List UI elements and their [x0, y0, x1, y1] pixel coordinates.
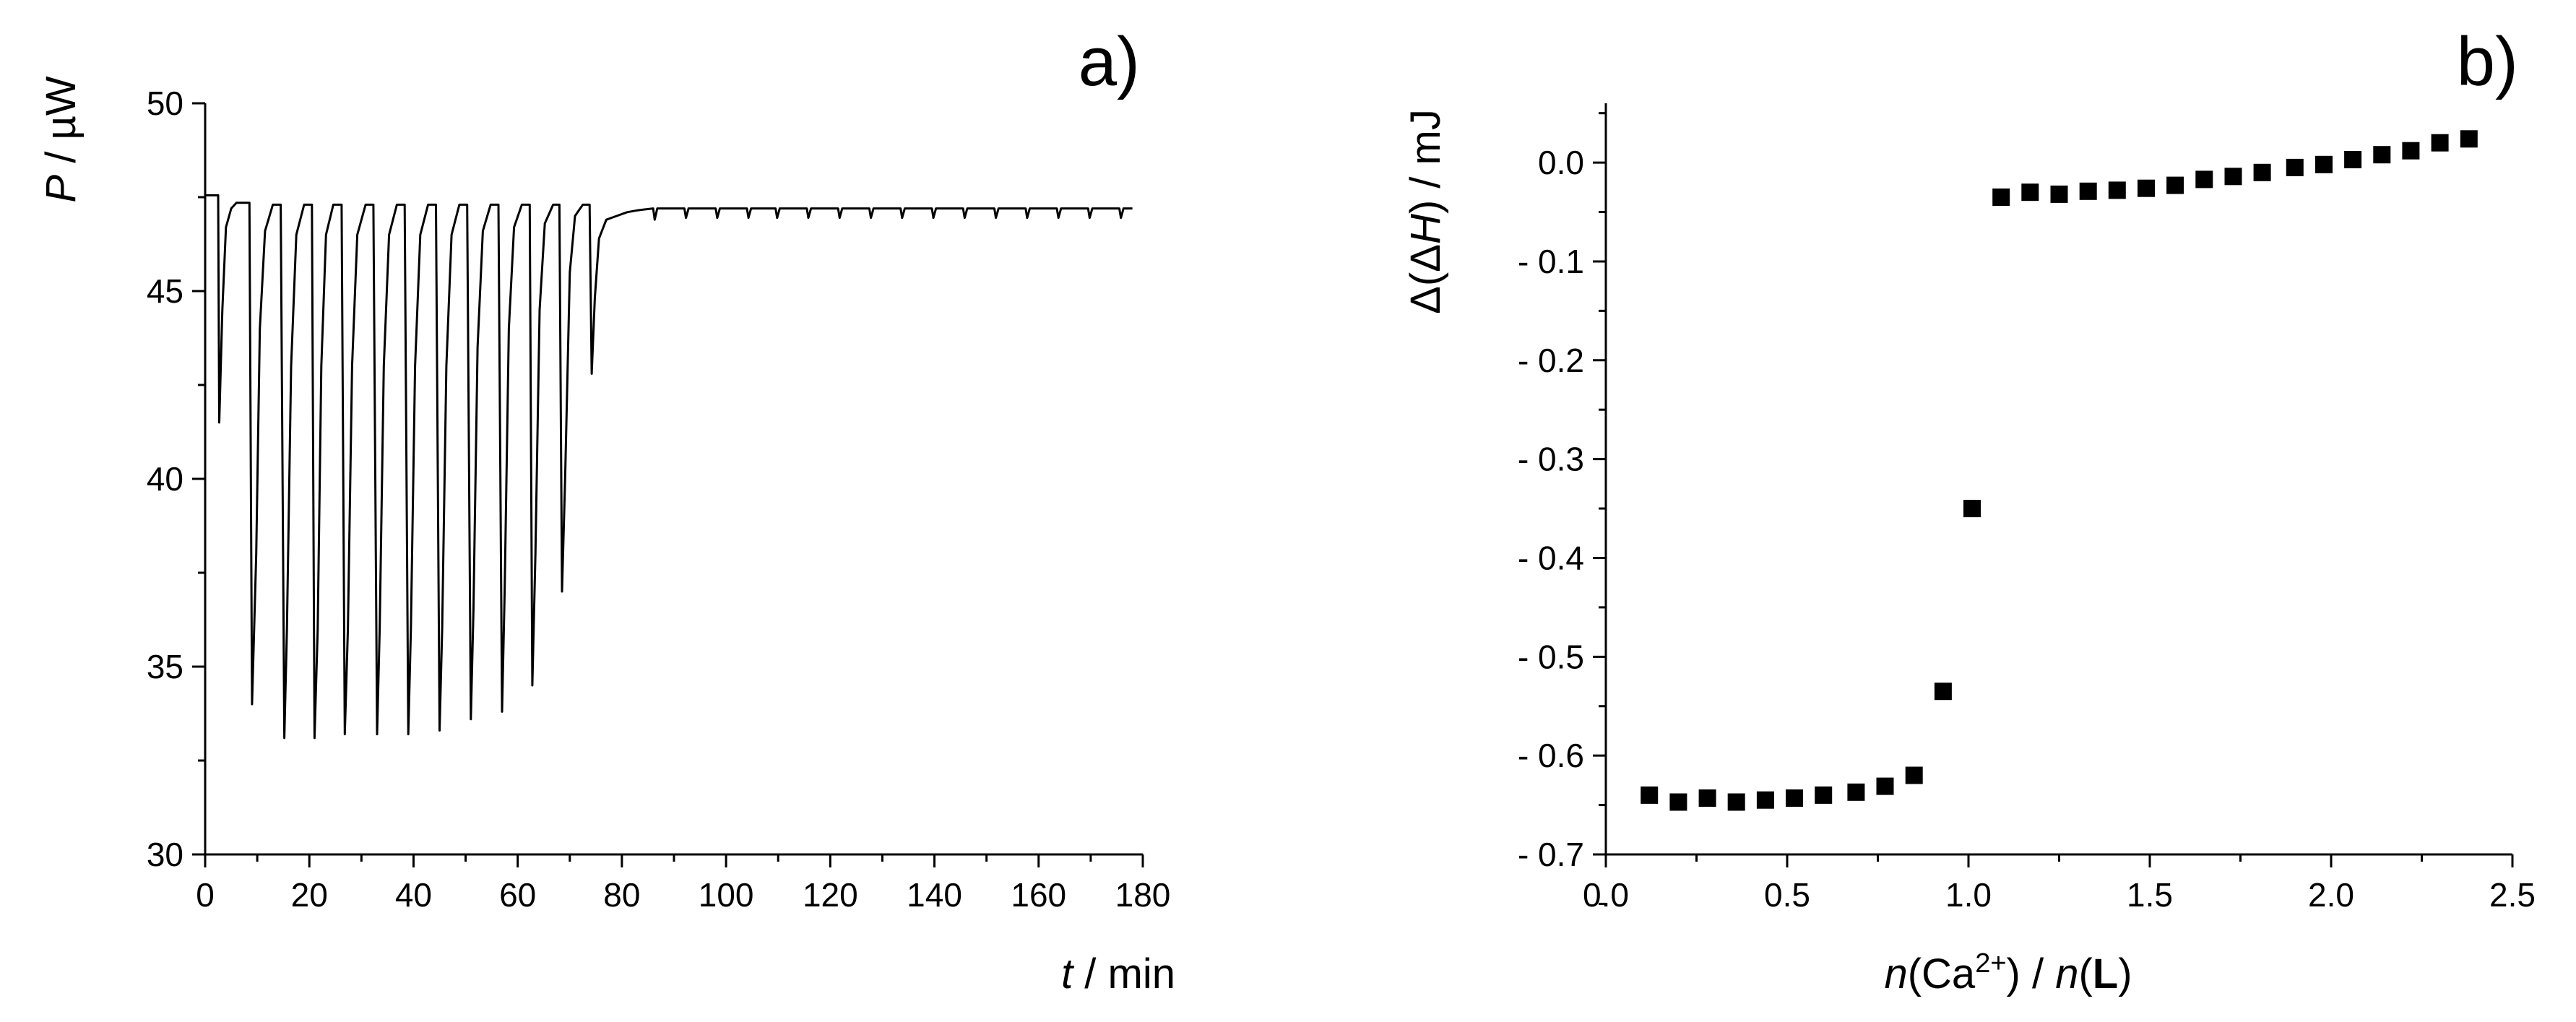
x-ticks: 0.0 0.5 1.0 1.5 2.0 2.5	[1583, 854, 2536, 914]
x-axis-open: (	[2078, 950, 2092, 997]
data-point	[2431, 134, 2449, 152]
x-axis-title: t / min	[1061, 950, 1175, 997]
data-point	[2138, 179, 2155, 197]
y-ticks: 0.0 - 0.1 - 0.2 - 0.3 - 0.4 - 0.5 - 0.6 - 0.7	[1518, 112, 1606, 905]
data-point	[2344, 151, 2362, 168]
panel-label: a)	[1079, 23, 1140, 100]
y-axis-var: H	[1402, 214, 1449, 244]
panel-b: 0.0 0.5 1.0 1.5 2.0 2.5 0.0 - 0.1 - 0.2 - 0.3 - 0…	[1402, 23, 2536, 997]
x-axis-var: t	[1061, 950, 1075, 997]
x-tick-label: 160	[1011, 876, 1066, 914]
axes	[1604, 103, 2512, 856]
data-point	[1727, 793, 1745, 811]
data-point	[1641, 786, 1659, 804]
data-point	[2373, 146, 2391, 164]
y-tick-label: 40	[147, 460, 183, 498]
data-point	[1847, 783, 1865, 801]
y-axis-unit: / µW	[38, 76, 85, 175]
y-tick-label: - 0.2	[1518, 342, 1584, 379]
y-tick-label: 50	[147, 85, 183, 122]
data-point	[1786, 789, 1803, 807]
x-tick-label: 100	[699, 876, 754, 914]
y-tick-label: 45	[147, 272, 183, 310]
data-point	[2253, 163, 2271, 181]
x-axis-n: n	[1884, 950, 1907, 997]
data-point	[1876, 777, 1894, 795]
panel-label: b)	[2457, 23, 2518, 100]
x-axis-charge: 2+	[1975, 948, 2006, 979]
y-tick-label: - 0.5	[1518, 638, 1584, 675]
y-tick-label: 0.0	[1538, 144, 1584, 181]
x-ticks: 0 20 40 60 80 100 120 140 160 180	[196, 854, 1170, 914]
y-tick-label: - 0.3	[1518, 441, 1584, 478]
x-axis-close: )	[2118, 950, 2132, 997]
x-axis-n2: n	[2055, 950, 2078, 997]
data-point	[2286, 158, 2304, 176]
x-axis-unit: / min	[1073, 950, 1175, 997]
x-tick-label: 0.0	[1583, 876, 1629, 914]
data-point	[1934, 683, 1952, 701]
data-points	[1641, 130, 2478, 811]
series-line	[205, 194, 1133, 740]
x-axis-title: n(Ca2+) / n(L)	[1884, 948, 2132, 997]
y-tick-label: 30	[147, 836, 183, 873]
axes	[204, 103, 1143, 856]
x-tick-label: 180	[1115, 876, 1171, 914]
y-tick-label: 35	[147, 648, 183, 685]
x-axis-sep: ) /	[2007, 950, 2056, 997]
data-point	[2021, 183, 2039, 202]
data-point	[1756, 791, 1774, 809]
y-tick-label: - 0.7	[1518, 836, 1584, 873]
x-axis-ligand: L	[2093, 950, 2118, 997]
x-tick-label: 60	[499, 876, 536, 914]
data-point	[1992, 189, 2010, 206]
x-tick-label: 2.0	[2308, 876, 2354, 914]
x-tick-label: 1.0	[1945, 876, 1992, 914]
data-point	[2166, 176, 2184, 194]
y-tick-label: - 0.4	[1518, 539, 1584, 576]
data-point	[2402, 142, 2420, 160]
x-tick-label: 1.5	[2127, 876, 2173, 914]
panel-a: 0 20 40 60 80 100 120 140 160 180 30 35 40 45 50 a) t…	[38, 23, 1175, 997]
data-point	[2315, 155, 2333, 173]
x-tick-label: 140	[907, 876, 962, 914]
data-point	[2195, 170, 2213, 189]
y-axis-title: Δ(ΔH) / mJ	[1402, 109, 1449, 314]
data-point	[2460, 130, 2478, 148]
x-tick-label: 2.5	[2489, 876, 2536, 914]
x-tick-label: 0	[196, 876, 215, 914]
y-axis-unit: ) / mJ	[1402, 109, 1449, 214]
x-tick-label: 120	[803, 876, 858, 914]
x-tick-label: 40	[395, 876, 432, 914]
data-point	[2108, 181, 2126, 199]
y-tick-label: - 0.6	[1518, 737, 1584, 774]
y-ticks: 30 35 40 45 50	[147, 85, 205, 873]
data-point	[2224, 168, 2242, 186]
y-axis-var: P	[38, 175, 85, 203]
data-point	[2050, 185, 2068, 203]
data-point	[1669, 793, 1687, 811]
data-point	[1963, 500, 1981, 518]
data-point	[1905, 766, 1923, 784]
y-tick-label: - 0.1	[1518, 243, 1584, 280]
data-point	[1698, 789, 1716, 807]
x-tick-label: 0.5	[1764, 876, 1810, 914]
data-point	[2079, 182, 2097, 200]
x-tick-label: 20	[291, 876, 328, 914]
y-axis-title: P / µW	[38, 76, 85, 202]
x-axis-ca: (Ca	[1908, 950, 1976, 997]
x-tick-label: 80	[603, 876, 640, 914]
y-axis-delta: Δ(Δ	[1402, 244, 1449, 314]
data-point	[1815, 786, 1833, 804]
